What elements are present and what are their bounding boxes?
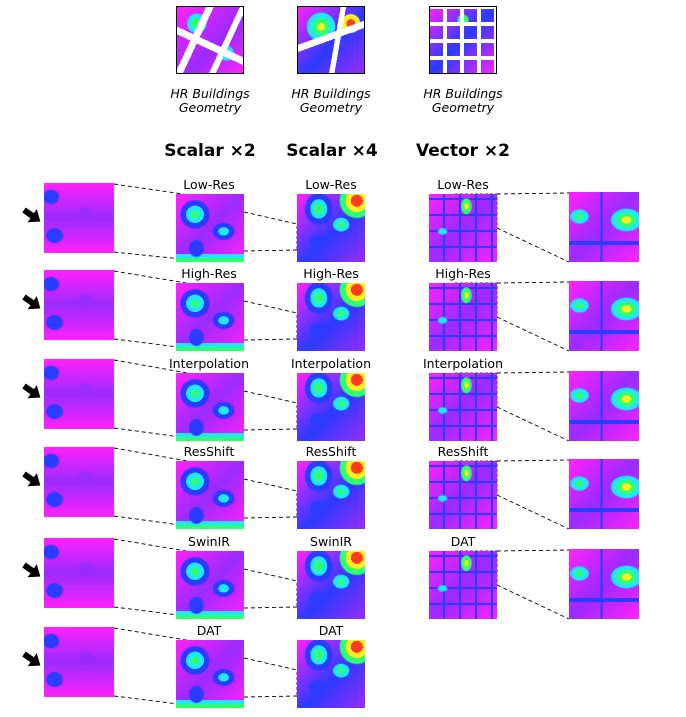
scalar-x2-row-label: SwinIR <box>188 534 230 549</box>
connector-line <box>113 359 211 378</box>
scalar-x4-image <box>297 283 365 351</box>
connector-line <box>243 428 298 431</box>
connector-line <box>496 371 570 374</box>
column-title-scalar-x4: Scalar ×4 <box>286 141 378 161</box>
geometry-image-scalar-x2 <box>176 6 244 74</box>
pointer-arrow-icon <box>22 651 41 667</box>
geometry-caption-1: HR Buildings Geometry <box>170 86 250 115</box>
vector-zoom-image <box>569 281 639 351</box>
pointer-arrow-icon <box>22 383 41 399</box>
connector-line <box>243 478 298 492</box>
geometry-caption-2: HR Buildings Geometry <box>291 86 371 115</box>
scalar-x2-row-label: DAT <box>196 623 222 638</box>
scalar-x2-row-label: High-Res <box>181 266 237 281</box>
vector-x2-row-label: DAT <box>450 534 476 549</box>
vector-x2-row-label: ResShift <box>437 444 489 459</box>
connector-line <box>113 538 211 556</box>
connector-line <box>496 459 570 462</box>
pointer-arrow-icon <box>22 294 41 310</box>
scalar-x2-image <box>176 461 244 529</box>
pointer-arrow-icon <box>22 207 41 223</box>
scalar-x4-row-label: Interpolation <box>291 356 371 371</box>
scalar-x4-image <box>297 373 365 441</box>
connector-line <box>496 192 570 195</box>
connector-line <box>113 447 211 466</box>
scalar-x4-row-label: Low-Res <box>305 177 357 192</box>
connector-line <box>243 606 298 609</box>
vector-zoom-image <box>569 192 639 262</box>
vector-zoom-image <box>569 459 639 529</box>
scalar-zoom-image <box>44 183 114 253</box>
geometry-image-vector-x2 <box>429 6 497 74</box>
connector-line <box>243 390 298 404</box>
pointer-arrow-icon <box>22 562 41 578</box>
scalar-zoom-image <box>44 359 114 429</box>
connector-line <box>113 627 211 645</box>
pointer-arrow-icon <box>22 471 41 487</box>
vector-x2-row-label: Interpolation <box>423 356 503 371</box>
scalar-zoom-image <box>44 270 114 340</box>
scalar-x4-image <box>297 551 365 619</box>
scalar-x2-row-label: Interpolation <box>169 356 249 371</box>
scalar-x2-image <box>176 640 244 708</box>
scalar-zoom-image <box>44 538 114 608</box>
vector-x2-image <box>429 283 497 351</box>
vector-x2-image <box>429 373 497 441</box>
scalar-x2-image <box>176 283 244 351</box>
connector-line <box>243 516 298 519</box>
vector-x2-row-label: High-Res <box>435 266 491 281</box>
connector-line <box>243 211 298 225</box>
scalar-x2-image <box>176 194 244 262</box>
connector-line <box>243 249 298 252</box>
connector-line <box>496 406 570 442</box>
connector-line <box>243 568 298 582</box>
vector-x2-image <box>429 461 497 529</box>
connector-line <box>243 695 298 698</box>
scalar-x4-row-label: ResShift <box>305 444 357 459</box>
scalar-zoom-image <box>44 447 114 517</box>
scalar-x4-row-label: High-Res <box>303 266 359 281</box>
scalar-x4-image <box>297 640 365 708</box>
geometry-caption-3: HR Buildings Geometry <box>423 86 503 115</box>
vector-x2-image <box>429 551 497 619</box>
connector-line <box>496 281 570 284</box>
connector-line <box>496 549 570 552</box>
connector-line <box>496 494 570 530</box>
column-title-scalar-x2: Scalar ×2 <box>164 141 256 161</box>
connector-line <box>496 227 570 263</box>
vector-x2-row-label: Low-Res <box>437 177 489 192</box>
scalar-x4-row-label: DAT <box>318 623 344 638</box>
column-title-vector-x2: Vector ×2 <box>415 141 510 161</box>
geometry-image-scalar-x4 <box>297 6 365 74</box>
vector-zoom-image <box>569 371 639 441</box>
connector-line <box>113 270 211 288</box>
scalar-x2-row-label: Low-Res <box>183 177 235 192</box>
scalar-x4-image <box>297 194 365 262</box>
connector-line <box>243 338 298 341</box>
vector-zoom-image <box>569 549 639 619</box>
scalar-x4-image <box>297 461 365 529</box>
scalar-x2-row-label: ResShift <box>183 444 235 459</box>
connector-line <box>243 300 298 314</box>
scalar-x2-image <box>176 373 244 441</box>
connector-line <box>496 584 570 620</box>
scalar-x2-image <box>176 551 244 619</box>
scalar-zoom-image <box>44 627 114 697</box>
connector-line <box>496 316 570 352</box>
scalar-x4-row-label: SwinIR <box>310 534 352 549</box>
connector-line <box>243 657 298 671</box>
vector-x2-image <box>429 194 497 262</box>
